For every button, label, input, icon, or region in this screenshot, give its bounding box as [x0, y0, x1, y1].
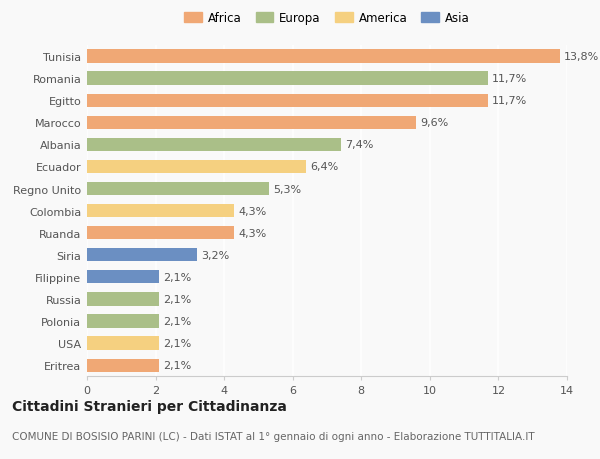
Bar — [87, 73, 488, 85]
Text: 4,3%: 4,3% — [239, 228, 267, 238]
Bar — [87, 337, 159, 350]
Text: 4,3%: 4,3% — [239, 206, 267, 216]
Bar — [87, 95, 488, 107]
Bar — [87, 293, 159, 306]
Text: 9,6%: 9,6% — [420, 118, 449, 128]
Bar — [87, 139, 341, 151]
Text: 2,1%: 2,1% — [163, 272, 191, 282]
Bar — [87, 249, 197, 262]
Bar — [87, 359, 159, 372]
Bar — [87, 227, 235, 240]
Text: 2,1%: 2,1% — [163, 360, 191, 370]
Bar — [87, 315, 159, 328]
Text: 11,7%: 11,7% — [492, 96, 527, 106]
Bar — [87, 161, 307, 174]
Text: 13,8%: 13,8% — [564, 52, 599, 62]
Text: 2,1%: 2,1% — [163, 338, 191, 348]
Bar — [87, 205, 235, 218]
Bar — [87, 183, 269, 196]
Text: 6,4%: 6,4% — [311, 162, 339, 172]
Bar — [87, 271, 159, 284]
Text: Cittadini Stranieri per Cittadinanza: Cittadini Stranieri per Cittadinanza — [12, 399, 287, 413]
Text: 5,3%: 5,3% — [273, 184, 301, 194]
Text: COMUNE DI BOSISIO PARINI (LC) - Dati ISTAT al 1° gennaio di ogni anno - Elaboraz: COMUNE DI BOSISIO PARINI (LC) - Dati IST… — [12, 431, 535, 442]
Legend: Africa, Europa, America, Asia: Africa, Europa, America, Asia — [181, 9, 473, 29]
Text: 3,2%: 3,2% — [201, 250, 229, 260]
Text: 7,4%: 7,4% — [345, 140, 373, 150]
Text: 11,7%: 11,7% — [492, 74, 527, 84]
Text: 2,1%: 2,1% — [163, 294, 191, 304]
Bar — [87, 117, 416, 129]
Text: 2,1%: 2,1% — [163, 316, 191, 326]
Bar — [87, 50, 560, 63]
